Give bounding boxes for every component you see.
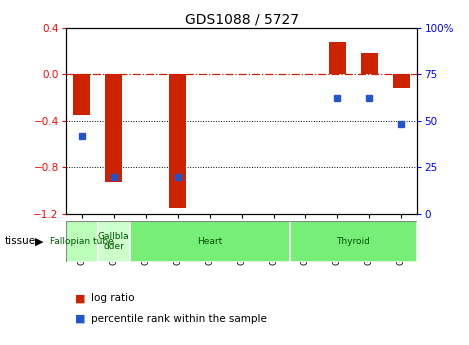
Bar (361, 53, 378, 74)
Text: Fallopian tube: Fallopian tube (50, 237, 113, 246)
Text: percentile rank within the sample: percentile rank within the sample (91, 314, 267, 324)
Bar (66, 221, 98, 262)
Text: tissue: tissue (5, 237, 36, 246)
Bar (73, 74, 91, 115)
Bar (98, 221, 129, 262)
Text: Thyroid: Thyroid (337, 237, 371, 246)
Text: log ratio: log ratio (91, 294, 135, 303)
Text: ▶: ▶ (35, 237, 44, 246)
Bar (393, 74, 410, 88)
Text: Gallbla
dder: Gallbla dder (98, 232, 129, 251)
Bar (129, 221, 289, 262)
Title: GDS1088 / 5727: GDS1088 / 5727 (184, 12, 299, 27)
Text: Heart: Heart (197, 237, 222, 246)
Text: ■: ■ (75, 314, 85, 324)
Text: ■: ■ (75, 294, 85, 303)
Bar (329, 41, 346, 74)
Bar (289, 221, 417, 262)
Bar (105, 74, 122, 183)
Bar (169, 74, 186, 208)
